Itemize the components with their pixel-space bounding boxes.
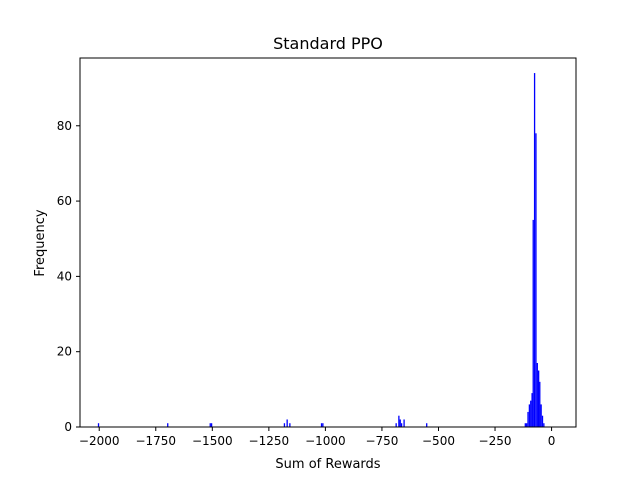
histogram-bar xyxy=(209,423,211,427)
x-tick-label: −250 xyxy=(479,434,512,448)
histogram-bar xyxy=(540,404,542,427)
histogram-bar xyxy=(533,73,536,427)
histogram-bar xyxy=(398,415,400,427)
histogram-bar xyxy=(426,423,428,427)
x-tick-label: −1750 xyxy=(135,434,176,448)
histogram-bar xyxy=(541,415,544,427)
histogram-bar xyxy=(528,404,531,427)
histogram-bar xyxy=(322,423,324,427)
y-tick-label: 60 xyxy=(57,194,72,208)
histogram-bar xyxy=(538,370,540,427)
histogram-bar xyxy=(536,362,538,427)
x-tick-label: −1000 xyxy=(305,434,346,448)
y-tick-label: 0 xyxy=(64,420,72,434)
x-tick-label: −2000 xyxy=(79,434,120,448)
y-tick-label: 20 xyxy=(57,345,72,359)
y-tick-label: 40 xyxy=(57,269,72,283)
histogram-bar xyxy=(400,423,403,427)
histogram-bar xyxy=(527,411,529,427)
x-axis-ticks: −2000 −1750 −1500 −1250 −1000 −750 −500 −250 0 xyxy=(79,427,555,448)
histogram-bar xyxy=(210,423,213,427)
x-tick-label: 0 xyxy=(548,434,556,448)
histogram-bar xyxy=(532,219,534,427)
histogram-bar xyxy=(289,423,291,427)
histogram-bar xyxy=(283,423,286,427)
histogram-bar xyxy=(399,419,401,427)
y-axis-label: Frequency xyxy=(33,209,48,276)
x-tick-label: −1500 xyxy=(192,434,233,448)
histogram-bar xyxy=(395,423,397,427)
histogram-bar xyxy=(524,423,526,427)
plot-frame xyxy=(79,57,577,428)
y-tick-label: 80 xyxy=(57,119,72,133)
histogram-bar xyxy=(286,419,288,427)
x-tick-label: −500 xyxy=(422,434,455,448)
histogram-bar xyxy=(167,423,169,427)
histogram-bar xyxy=(403,419,405,427)
histogram-bar xyxy=(543,423,545,427)
histogram-bar xyxy=(526,423,528,427)
histogram-bar xyxy=(531,393,533,427)
histogram-bar xyxy=(535,133,537,427)
histogram-bar xyxy=(530,400,532,427)
x-tick-label: −1250 xyxy=(249,434,290,448)
histogram-bar xyxy=(539,381,541,427)
histogram-bar xyxy=(97,423,100,427)
x-axis-label: Sum of Rewards xyxy=(275,457,380,472)
x-tick-label: −750 xyxy=(365,434,398,448)
histogram-bars xyxy=(97,73,545,427)
chart-title: Standard PPO xyxy=(273,34,383,53)
histogram-bar xyxy=(320,423,323,427)
y-axis-ticks: 0 20 40 60 80 xyxy=(57,119,80,434)
